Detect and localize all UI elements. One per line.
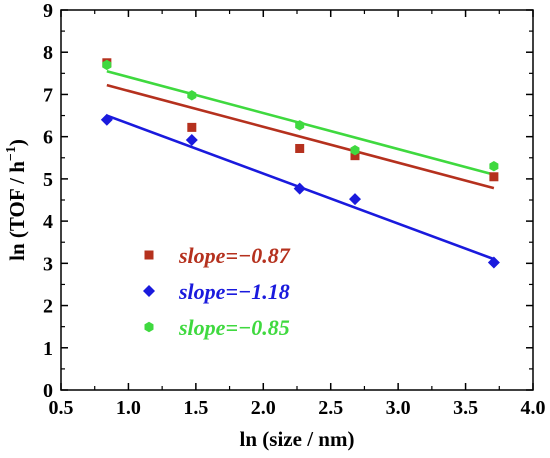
- y-tick-label: 7: [43, 84, 53, 106]
- x-tick-label: 1.0: [116, 397, 141, 419]
- legend: slope=−0.87 slope=−1.18 slope=−0.85: [143, 243, 291, 340]
- y-axis-title: ln (TOF / h−1): [4, 139, 29, 261]
- y-tick-label: 0: [43, 380, 53, 402]
- y-tick-label: 3: [43, 253, 53, 275]
- data-point-series-3: [489, 161, 499, 172]
- legend-label-series-3: slope=−0.85: [178, 315, 290, 340]
- x-tick-label: 3.0: [386, 397, 411, 419]
- y-tick-label: 9: [43, 0, 53, 22]
- data-point-series-1: [350, 151, 360, 161]
- data-point-series-1: [489, 172, 499, 182]
- legend-marker-series-2: [143, 285, 155, 297]
- data-point-series-3: [350, 144, 360, 156]
- fit-line-series-1: [106, 83, 495, 190]
- x-tick-label: 3.5: [453, 397, 478, 419]
- data-point-series-1: [295, 143, 305, 153]
- y-axis-title-close: ): [5, 139, 29, 146]
- x-tick-label: 2.5: [318, 397, 343, 419]
- data-point-series-3: [187, 90, 197, 101]
- y-tick-label: 6: [43, 127, 53, 149]
- data-point-series-2: [348, 193, 361, 206]
- legend-marker-series-1: [144, 250, 154, 260]
- legend-marker-series-3: [144, 321, 154, 333]
- data-point-series-3: [102, 59, 112, 71]
- data-point-series-2: [293, 182, 306, 195]
- y-tick-label: 1: [43, 338, 53, 360]
- plot-frame: [60, 9, 534, 391]
- x-tick-label: 0.5: [49, 397, 74, 419]
- y-axis-title-sup: −1: [4, 146, 19, 161]
- y-tick-label: 8: [43, 42, 53, 64]
- y-axis-title-main: ln (TOF / h: [5, 161, 29, 261]
- data-point-series-2: [185, 134, 198, 147]
- data-point-series-3: [295, 120, 305, 131]
- x-tick-label: 2.0: [251, 397, 276, 419]
- y-tick-label: 4: [43, 211, 53, 233]
- data-point-series-2: [100, 113, 113, 126]
- y-tick-label: 5: [43, 169, 53, 191]
- legend-label-series-1: slope=−0.87: [178, 243, 291, 268]
- data-point-series-2: [487, 256, 500, 269]
- x-tick-label: 1.5: [183, 397, 208, 419]
- x-tick-label: 4.0: [521, 397, 546, 419]
- fit-lines: [106, 69, 495, 261]
- data-point-series-1: [187, 122, 197, 132]
- axis-ticks: 0.5 1.0 1.5 2.0 2.5 3.0 3.5 4.0 0 1 2 3 4 5 6 7 8 9: [43, 0, 546, 419]
- y-tick-label: 2: [43, 296, 53, 318]
- x-axis-title: ln (size / nm): [240, 427, 355, 451]
- data-points: [100, 58, 500, 269]
- legend-label-series-2: slope=−1.18: [178, 279, 290, 304]
